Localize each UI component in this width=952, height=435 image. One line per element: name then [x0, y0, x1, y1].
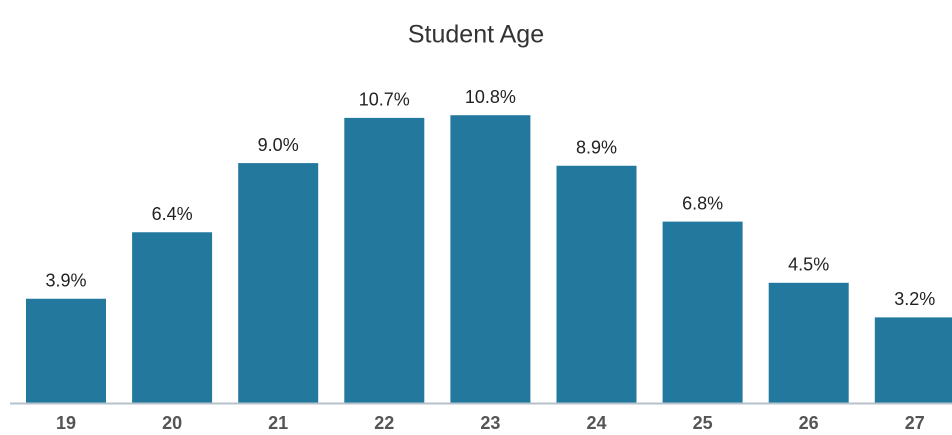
value-label: 3.2% [894, 289, 935, 309]
value-label: 10.8% [465, 87, 516, 107]
x-tick-label: 19 [56, 413, 76, 433]
x-tick-label: 21 [268, 413, 288, 433]
x-tick-label: 24 [586, 413, 606, 433]
bar [768, 282, 849, 403]
x-tick-label: 26 [799, 413, 819, 433]
x-tick-label: 23 [480, 413, 500, 433]
x-tick-label: 27 [905, 413, 925, 433]
bar [344, 117, 425, 403]
value-label: 3.9% [45, 271, 86, 291]
value-label: 8.9% [576, 138, 617, 158]
bar [450, 115, 531, 403]
bar [874, 317, 952, 403]
bar [132, 232, 213, 403]
chart-title: Student Age [408, 21, 544, 49]
x-tick-label: 20 [162, 413, 182, 433]
value-label: 9.0% [258, 135, 299, 155]
value-label: 10.7% [359, 90, 410, 110]
x-tick-label: 22 [374, 413, 394, 433]
bar [556, 165, 637, 403]
value-label: 6.4% [152, 204, 193, 224]
value-label: 4.5% [788, 255, 829, 275]
value-label: 6.8% [682, 193, 723, 213]
bar [238, 163, 319, 403]
bar [26, 298, 106, 403]
bar [662, 221, 743, 403]
x-tick-label: 25 [693, 413, 713, 433]
